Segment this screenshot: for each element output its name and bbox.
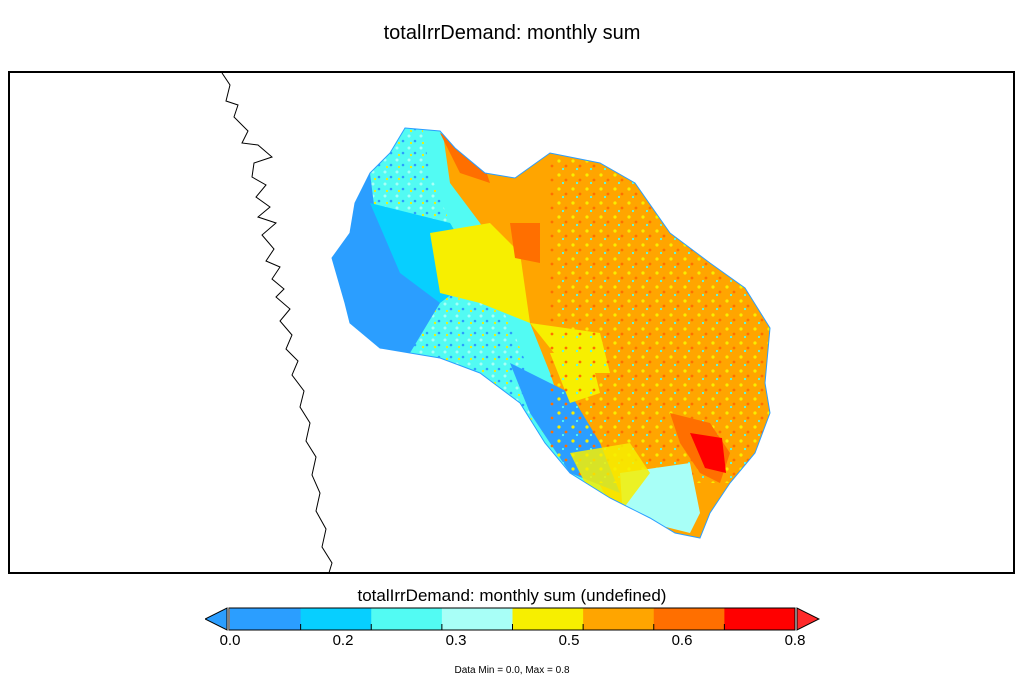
coastline bbox=[221, 73, 333, 572]
colorbar-segment bbox=[371, 608, 443, 630]
colorbar-under-arrow bbox=[205, 607, 228, 631]
colorbar-title: totalIrrDemand: monthly sum (undefined) bbox=[357, 586, 667, 605]
colorbar-tick-label: 0.6 bbox=[671, 632, 693, 649]
colorbar-tick-label: 0.3 bbox=[445, 632, 467, 649]
colorbar-segment bbox=[300, 608, 372, 630]
colorbar-tick-label: 0.8 bbox=[784, 632, 806, 649]
irrigation-demand-field bbox=[332, 128, 770, 538]
map-svg bbox=[221, 73, 771, 572]
colorbar-over-arrow bbox=[796, 607, 820, 631]
plot-title: totalIrrDemand: monthly sum bbox=[383, 22, 641, 44]
data-range-stats: Data Min = 0.0, Max = 0.8 bbox=[454, 665, 570, 676]
colorbar-segment bbox=[583, 608, 655, 630]
colorbar-segment bbox=[230, 608, 302, 630]
colorbar bbox=[205, 607, 820, 631]
colorbar-segment bbox=[653, 608, 725, 630]
map-panel bbox=[8, 71, 1015, 574]
colorbar-segment bbox=[441, 608, 513, 630]
colorbar-tick-label: 0.0 bbox=[219, 632, 241, 649]
colorbar-segment bbox=[512, 608, 584, 630]
colorbar-segment bbox=[724, 608, 796, 630]
colorbar-tick-label: 0.5 bbox=[558, 632, 580, 649]
colorbar-tick-label: 0.2 bbox=[332, 632, 354, 649]
